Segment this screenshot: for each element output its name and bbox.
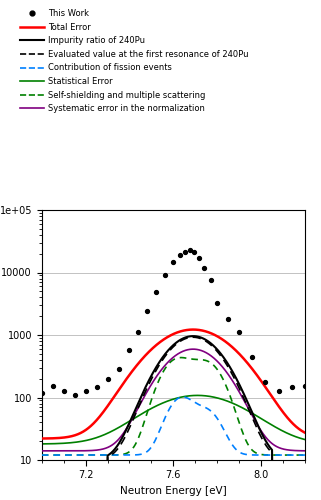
X-axis label: Neutron Energy [eV]: Neutron Energy [eV] xyxy=(120,486,227,496)
Legend: This Work, Total Error, Impurity ratio of 240Pu, Evaluated value at the first re: This Work, Total Error, Impurity ratio o… xyxy=(20,9,248,114)
